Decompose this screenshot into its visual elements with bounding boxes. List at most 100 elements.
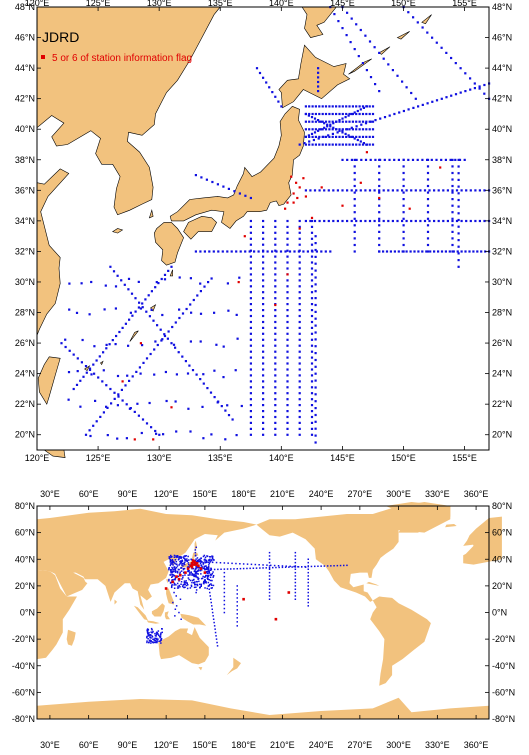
station-dot <box>298 225 301 228</box>
station-dot <box>313 189 317 192</box>
station-dot <box>324 105 328 108</box>
station-dot <box>194 574 196 576</box>
station-dot <box>200 176 203 179</box>
station-dot <box>182 565 184 567</box>
station-dot <box>318 219 321 223</box>
station-dot <box>318 112 321 116</box>
station-dot <box>397 250 400 253</box>
station-dot <box>201 577 204 580</box>
station-dot <box>172 601 174 604</box>
station-dot <box>314 135 317 138</box>
station-dot <box>317 76 320 79</box>
station-dot <box>286 320 289 324</box>
station-dot <box>215 638 218 640</box>
station-dot <box>249 196 252 200</box>
top-lat-tick-right: 26°N <box>492 338 512 348</box>
station-dot <box>149 640 152 642</box>
station-dot <box>360 123 363 126</box>
station-dot <box>129 407 132 410</box>
station-dot <box>437 219 440 223</box>
station-dot <box>355 120 358 123</box>
station-dot <box>174 569 177 571</box>
station-dot <box>324 250 327 253</box>
station-dot <box>483 219 486 223</box>
station-dot <box>286 421 289 424</box>
station-dot <box>378 184 381 188</box>
station-dot <box>307 598 309 600</box>
station-dot <box>172 568 174 570</box>
station-dot <box>163 273 167 276</box>
station-dot <box>236 601 238 603</box>
station-dot <box>146 641 148 644</box>
station-dot <box>195 566 197 568</box>
station-dot <box>141 418 145 421</box>
station-dot <box>204 576 206 578</box>
world-land-japan-w <box>179 552 199 572</box>
station-dot <box>465 219 468 223</box>
station-dot <box>205 574 207 577</box>
station-dot <box>310 255 314 258</box>
top-lon-tick-top: 150°E <box>391 0 416 8</box>
station-dot <box>294 555 297 557</box>
station-dot <box>307 134 310 137</box>
station-dot <box>125 437 128 440</box>
station-dot <box>262 338 265 341</box>
station-dot <box>255 567 258 569</box>
station-dot <box>187 562 190 564</box>
station-dot <box>262 567 264 569</box>
station-dot <box>451 158 454 161</box>
station-dot <box>311 105 314 108</box>
station-dot <box>297 566 299 568</box>
station-dot <box>433 250 436 253</box>
station-dot <box>412 16 415 19</box>
station-dot <box>140 431 143 435</box>
station-dot <box>216 641 218 644</box>
station-dot <box>116 274 119 277</box>
station-dot <box>223 591 226 594</box>
station-dot <box>307 585 309 587</box>
station-dot <box>175 570 177 572</box>
station-dot <box>169 560 172 562</box>
flag-dot <box>242 597 245 601</box>
station-dot <box>178 558 180 560</box>
world-lat-tick-left: 20°N <box>15 581 35 591</box>
station-dot <box>191 581 193 584</box>
station-dot <box>359 108 362 111</box>
station-dot <box>249 392 252 395</box>
station-dot <box>183 567 186 570</box>
station-dot <box>459 91 462 94</box>
station-dot <box>320 120 323 123</box>
world-lon-tick-bottom: 300°E <box>386 740 411 750</box>
station-dot <box>286 279 289 282</box>
station-dot <box>298 279 301 282</box>
station-dot <box>249 267 252 270</box>
station-dot <box>428 189 431 192</box>
station-dot <box>190 579 192 582</box>
station-dot <box>410 219 413 223</box>
station-dot <box>298 314 301 318</box>
land-shikoku <box>183 215 217 240</box>
station-dot <box>198 580 200 583</box>
station-dot <box>144 298 147 301</box>
station-dot <box>169 561 172 563</box>
station-dot <box>236 621 238 623</box>
station-dot <box>446 189 449 192</box>
station-dot <box>213 621 215 624</box>
station-dot <box>345 105 348 108</box>
flag-dot <box>292 201 295 204</box>
station-dot <box>335 112 338 116</box>
station-dot <box>298 261 301 264</box>
station-dot <box>75 311 79 314</box>
station-dot <box>314 338 317 341</box>
station-dot <box>178 557 180 559</box>
station-dot <box>297 250 300 253</box>
station-dot <box>318 128 321 131</box>
station-dot <box>308 112 311 116</box>
top-lon-tick-bottom: 120°E <box>25 453 50 463</box>
station-dot <box>442 219 445 223</box>
station-dot <box>188 570 190 572</box>
station-dot <box>154 340 157 343</box>
station-dot <box>176 587 179 589</box>
station-dot <box>147 638 149 640</box>
station-dot <box>365 112 368 116</box>
